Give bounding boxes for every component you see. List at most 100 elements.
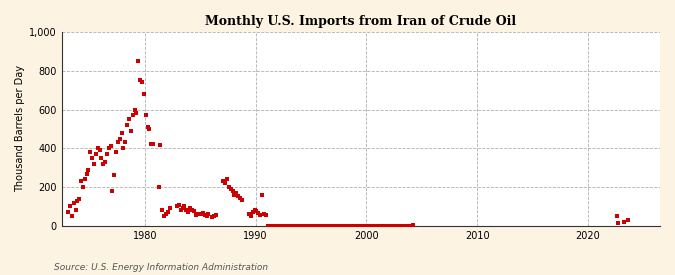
- Point: [379, 224, 389, 228]
- Point: [349, 224, 360, 228]
- Point: [233, 194, 244, 198]
- Point: [279, 224, 290, 228]
- Point: [113, 140, 124, 145]
- Point: [198, 211, 209, 216]
- Point: [186, 208, 197, 213]
- Point: [221, 177, 232, 182]
- Point: [103, 146, 114, 150]
- Point: [176, 208, 186, 213]
- Point: [157, 208, 167, 213]
- Point: [384, 224, 395, 228]
- Point: [86, 156, 97, 160]
- Y-axis label: Thousand Barrels per Day: Thousand Barrels per Day: [15, 65, 25, 192]
- Point: [190, 213, 201, 218]
- Point: [109, 173, 119, 178]
- Point: [262, 224, 273, 228]
- Point: [209, 214, 219, 218]
- Point: [622, 218, 633, 222]
- Point: [161, 212, 171, 216]
- Point: [244, 212, 254, 216]
- Point: [386, 224, 397, 228]
- Point: [74, 197, 84, 201]
- Point: [181, 208, 192, 213]
- Point: [377, 224, 387, 228]
- Point: [148, 142, 159, 147]
- Point: [78, 185, 88, 189]
- Point: [225, 187, 236, 191]
- Point: [364, 224, 375, 228]
- Point: [192, 212, 202, 216]
- Point: [68, 200, 79, 205]
- Point: [325, 224, 335, 228]
- Point: [344, 224, 354, 228]
- Point: [83, 167, 94, 172]
- Point: [227, 189, 238, 193]
- Point: [308, 224, 319, 228]
- Point: [183, 210, 194, 214]
- Point: [269, 224, 280, 228]
- Point: [281, 224, 292, 228]
- Point: [362, 224, 373, 228]
- Point: [404, 224, 415, 228]
- Point: [100, 160, 111, 164]
- Point: [397, 224, 408, 228]
- Point: [389, 224, 400, 228]
- Point: [163, 210, 173, 214]
- Point: [351, 224, 362, 228]
- Point: [360, 224, 371, 228]
- Point: [286, 224, 297, 228]
- Point: [120, 140, 131, 145]
- Point: [131, 111, 142, 116]
- Point: [98, 162, 109, 166]
- Point: [275, 224, 286, 228]
- Point: [303, 224, 314, 228]
- Point: [135, 78, 146, 82]
- Point: [72, 199, 83, 203]
- Point: [219, 181, 230, 185]
- Point: [319, 224, 330, 228]
- Point: [288, 224, 299, 228]
- Point: [336, 224, 347, 228]
- Point: [246, 214, 256, 218]
- Point: [358, 224, 369, 228]
- Point: [201, 214, 212, 218]
- Point: [122, 123, 133, 127]
- Point: [268, 224, 279, 228]
- Point: [277, 224, 288, 228]
- Point: [90, 152, 101, 156]
- Point: [294, 224, 304, 228]
- Point: [107, 189, 118, 193]
- Point: [366, 224, 377, 228]
- Point: [248, 210, 259, 214]
- Point: [211, 213, 221, 218]
- Text: Source: U.S. Energy Information Administration: Source: U.S. Energy Information Administ…: [54, 263, 268, 272]
- Point: [76, 179, 86, 183]
- Point: [81, 171, 92, 176]
- Point: [301, 224, 312, 228]
- Point: [380, 224, 391, 228]
- Point: [115, 136, 126, 141]
- Point: [138, 92, 149, 96]
- Point: [329, 224, 340, 228]
- Point: [111, 150, 122, 154]
- Point: [312, 224, 323, 228]
- Point: [317, 224, 328, 228]
- Point: [375, 224, 385, 228]
- Point: [256, 193, 267, 197]
- Point: [128, 113, 138, 117]
- Point: [184, 206, 195, 211]
- Point: [146, 142, 157, 147]
- Point: [155, 143, 166, 148]
- Point: [283, 224, 294, 228]
- Point: [314, 224, 325, 228]
- Point: [229, 193, 240, 197]
- Point: [273, 224, 284, 228]
- Point: [264, 224, 275, 228]
- Point: [85, 150, 96, 154]
- Point: [142, 125, 153, 129]
- Point: [159, 214, 169, 218]
- Point: [406, 224, 417, 228]
- Point: [331, 224, 342, 228]
- Point: [199, 213, 210, 218]
- Point: [611, 214, 622, 218]
